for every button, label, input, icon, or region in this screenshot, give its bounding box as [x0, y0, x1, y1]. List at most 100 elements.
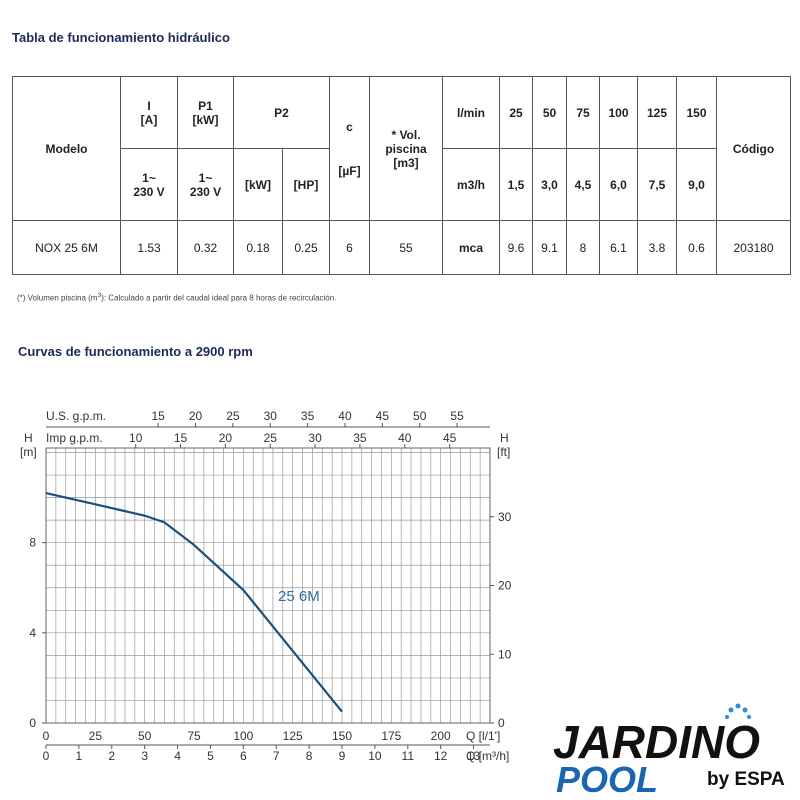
text: c — [346, 119, 353, 134]
cell: 203180 — [716, 220, 791, 275]
x4-tick-label: 30 — [308, 431, 322, 445]
logo-sub: POOL — [556, 759, 658, 800]
x-tick-label: 150 — [332, 729, 352, 743]
x4-tick-label: 15 — [174, 431, 188, 445]
series-label: 25 6M — [278, 588, 320, 605]
x-tick-label: 125 — [283, 729, 303, 743]
cell: 6 — [329, 220, 370, 275]
x2-tick-label: 4 — [174, 749, 181, 763]
x4-axis-label: Imp g.p.m. — [46, 431, 103, 445]
x-tick-label: 50 — [138, 729, 152, 743]
cell: 9.1 — [532, 220, 567, 275]
text: [µF] — [338, 163, 361, 178]
x2-tick-label: 5 — [207, 749, 214, 763]
cell: [HP] — [282, 148, 330, 221]
logo-by: by ESPA — [707, 769, 785, 790]
y2-tick-label: 10 — [498, 647, 512, 661]
y2-axis-label: [ft] — [497, 445, 510, 459]
x4-tick-label: 40 — [398, 431, 412, 445]
cell: mca — [442, 220, 500, 275]
cell: 6.1 — [599, 220, 638, 275]
cell: P1 [kW] — [177, 76, 234, 149]
x3-axis-label: U.S. g.p.m. — [46, 409, 106, 423]
cell: 150 — [676, 76, 717, 149]
x4-tick-label: 20 — [219, 431, 233, 445]
text: * Vol. — [391, 127, 421, 142]
y-tick-label: 4 — [29, 626, 36, 640]
x4-tick-label: 25 — [264, 431, 278, 445]
data-row: NOX 25 6M 1.53 0.32 0.18 0.25 6 55 mca 9.6 9.1 8 6.… — [12, 220, 791, 275]
x-tick-label: 75 — [187, 729, 201, 743]
x3-tick-label: 45 — [376, 409, 390, 423]
cell: * Vol. piscina [m3] — [369, 76, 443, 221]
text: P1 — [198, 98, 213, 113]
cell: P2 — [233, 76, 330, 149]
x2-tick-label: 6 — [240, 749, 247, 763]
table-title: Tabla de funcionamiento hidráulico — [12, 30, 230, 45]
x2-tick-label: 2 — [108, 749, 115, 763]
y-tick-label: 0 — [29, 716, 36, 730]
x-tick-label: 25 — [89, 729, 103, 743]
x3-tick-label: 55 — [450, 409, 464, 423]
table: Modelo I [A] P1 [kW] P2 c [µF] * Vol. piscin… — [12, 76, 791, 275]
text: [kW] — [192, 112, 219, 127]
x2-tick-label: 3 — [141, 749, 148, 763]
text: I — [147, 98, 151, 113]
cell: 3,0 — [532, 148, 567, 221]
x2-tick-label: 12 — [434, 749, 448, 763]
cell: 100 — [599, 76, 638, 149]
cell: 1,5 — [499, 148, 533, 221]
x2-tick-label: 7 — [273, 749, 280, 763]
cell: 6,0 — [599, 148, 638, 221]
x2-tick-label: 11 — [402, 749, 415, 763]
x3-tick-label: 50 — [413, 409, 427, 423]
x-tick-label: 200 — [431, 729, 451, 743]
text: ): Calculado a partir del caudal ideal p… — [101, 293, 337, 303]
x-tick-label: 175 — [381, 729, 401, 743]
x3-tick-label: 15 — [151, 409, 165, 423]
x2-tick-label: 13 — [467, 749, 481, 763]
cell: c [µF] — [329, 76, 370, 221]
cell: 8 — [566, 220, 600, 275]
cell: 0.6 — [676, 220, 717, 275]
x2-tick-label: 8 — [306, 749, 313, 763]
x2-tick-label: 1 — [76, 749, 83, 763]
text: [A] — [140, 112, 158, 127]
cell: 9,0 — [676, 148, 717, 221]
cell: m3/h — [442, 148, 500, 221]
cell: I [A] — [120, 76, 178, 149]
logo-brand: JARDINO — [553, 716, 760, 768]
cell: 0.18 — [233, 220, 283, 275]
cell: 50 — [532, 76, 567, 149]
x4-tick-label: 45 — [443, 431, 457, 445]
cell: 0.32 — [177, 220, 234, 275]
chart: JARDINO POOL by ESPA 0 25 50 75 100 125 150 175… — [20, 409, 785, 800]
text: 1~ — [142, 170, 156, 185]
cell: NOX 25 6M — [12, 220, 121, 275]
y2-axis-label: H — [500, 431, 509, 445]
footnote: (*) Volumen piscina (m3): Calculado a pa… — [17, 292, 336, 303]
header-row: 1~ 230 V 1~ 230 V [kW] [HP] m3/h 1,5 3,0 4… — [13, 148, 791, 221]
cell: 7,5 — [637, 148, 677, 221]
x4-tick-label: 10 — [129, 431, 143, 445]
text: 230 V — [133, 184, 165, 199]
text: [m3] — [393, 155, 419, 170]
x-tick-label: 0 — [43, 729, 50, 743]
header-row: Modelo I [A] P1 [kW] P2 c [µF] * Vol. piscin… — [12, 76, 791, 221]
y2-tick-label: 30 — [498, 510, 512, 524]
text: 3 — [97, 292, 102, 299]
logo-splash — [725, 703, 751, 719]
cell: 75 — [566, 76, 600, 149]
x2-tick-label: 10 — [368, 749, 382, 763]
x-axis-label: Q [l/1'] — [466, 729, 500, 743]
x3-tick-label: 35 — [301, 409, 315, 423]
y2-tick-label: 0 — [498, 716, 505, 730]
x-tick-label: 100 — [233, 729, 253, 743]
y-axis-label: H — [24, 431, 33, 445]
x2-tick-label: 0 — [43, 749, 50, 763]
text: piscina — [385, 141, 427, 156]
x3-tick-label: 30 — [264, 409, 278, 423]
curve — [45, 492, 343, 713]
y2-tick-label: 20 — [498, 579, 512, 593]
x2-tick-label: 9 — [339, 749, 346, 763]
